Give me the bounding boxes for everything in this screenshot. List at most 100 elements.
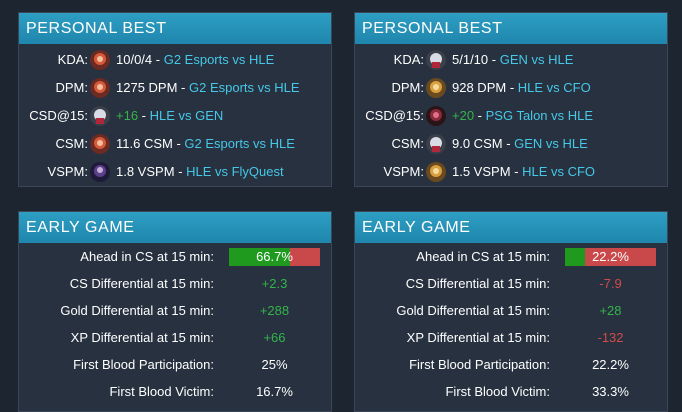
panel-title: EARLY GAME <box>355 212 667 243</box>
champion-red-icon <box>90 134 110 154</box>
pb-row-dpm: DPM: 1275 DPM - G2 Esports vs HLE <box>19 76 331 100</box>
eg-value: 33.3% <box>592 384 629 399</box>
pb-value: 5/1/10 <box>452 52 489 67</box>
eg-row-gold-diff: Gold Differential at 15 min: +288 <box>19 298 331 324</box>
pb-match-link[interactable]: PSG Talon vs HLE <box>485 108 594 123</box>
pb-value: 9.0 CSM <box>452 136 503 151</box>
eg-row-cs-diff: CS Differential at 15 min: -7.9 <box>355 271 667 297</box>
panel-title: EARLY GAME <box>19 212 331 243</box>
eg-label: CS Differential at 15 min: <box>405 276 550 291</box>
pb-label: CSM: <box>55 136 89 151</box>
pb-match-link[interactable]: HLE vs CFO <box>522 164 596 179</box>
pb-label: KDA: <box>393 52 424 67</box>
panel-title: PERSONAL BEST <box>19 13 331 44</box>
champion-white-icon <box>426 50 446 70</box>
eg-label: XP Differential at 15 min: <box>406 330 550 345</box>
pb-value: +20 <box>452 108 475 123</box>
pb-label: DPM: <box>391 80 425 95</box>
eg-label: First Blood Participation: <box>409 357 550 372</box>
pb-separator: - <box>488 52 500 67</box>
pb-row-vspm: VSPM: 1.5 VSPM - HLE vs CFO <box>355 160 667 184</box>
pb-value: 1275 DPM <box>116 80 178 95</box>
pb-match-link[interactable]: HLE vs GEN <box>149 108 224 123</box>
pb-separator: - <box>138 108 150 123</box>
pb-separator: - <box>510 164 523 179</box>
pb-value: 1.5 VSPM <box>452 164 511 179</box>
pb-label: VSPM: <box>47 164 88 179</box>
pb-value: 1.8 VSPM <box>116 164 175 179</box>
champion-red-icon <box>90 50 110 70</box>
eg-value: +66 <box>263 330 286 345</box>
eg-row-fb-victim: First Blood Victim: 33.3% <box>355 379 667 405</box>
pb-match-link[interactable]: HLE vs CFO <box>517 80 591 95</box>
pb-separator: - <box>152 52 164 67</box>
eg-row-ahead-cs: Ahead in CS at 15 min: 66.7% <box>19 244 331 270</box>
pb-match-link[interactable]: G2 Esports vs HLE <box>188 80 300 95</box>
eg-label: XP Differential at 15 min: <box>70 330 214 345</box>
pb-row-csm: CSM: 9.0 CSM - GEN vs HLE <box>355 132 667 156</box>
ahead-cs-value: 22.2% <box>592 249 629 264</box>
personal-best-panel-left: PERSONAL BEST KDA: 10/0/4 - G2 Esports v… <box>18 12 332 187</box>
pb-label: DPM: <box>55 80 89 95</box>
champion-dark-red-icon <box>426 106 446 126</box>
pb-row-csd15: CSD@15: +16 - HLE vs GEN <box>19 104 331 128</box>
eg-value: +2.3 <box>261 276 288 291</box>
ahead-cs-bar-fill <box>565 248 586 266</box>
champion-white-icon <box>90 106 110 126</box>
pb-match-link[interactable]: GEN vs HLE <box>499 52 574 67</box>
eg-label: Gold Differential at 15 min: <box>396 303 550 318</box>
eg-label: First Blood Participation: <box>73 357 214 372</box>
panel-title: PERSONAL BEST <box>355 13 667 44</box>
pb-separator: - <box>474 108 486 123</box>
pb-value: 928 DPM <box>452 80 507 95</box>
eg-value: -132 <box>597 330 624 345</box>
eg-row-fb-victim: First Blood Victim: 16.7% <box>19 379 331 405</box>
pb-label: CSM: <box>391 136 425 151</box>
champion-white-icon <box>426 134 446 154</box>
eg-row-fb-participation: First Blood Participation: 25% <box>19 352 331 378</box>
eg-label: Ahead in CS at 15 min: <box>80 249 214 264</box>
eg-value: +288 <box>259 303 290 318</box>
pb-row-kda: KDA: 5/1/10 - GEN vs HLE <box>355 48 667 72</box>
pb-separator: - <box>172 136 185 151</box>
ahead-cs-bar: 66.7% <box>229 248 320 266</box>
pb-row-kda: KDA: 10/0/4 - G2 Esports vs HLE <box>19 48 331 72</box>
pb-match-link[interactable]: G2 Esports vs HLE <box>163 52 275 67</box>
eg-value: 16.7% <box>256 384 293 399</box>
eg-row-ahead-cs: Ahead in CS at 15 min: 22.2% <box>355 244 667 270</box>
ahead-cs-value: 66.7% <box>256 249 293 264</box>
ahead-cs-bar-fill <box>229 248 290 266</box>
eg-label: Gold Differential at 15 min: <box>60 303 214 318</box>
eg-label: Ahead in CS at 15 min: <box>416 249 550 264</box>
eg-row-fb-participation: First Blood Participation: 22.2% <box>355 352 667 378</box>
pb-match-link[interactable]: HLE vs FlyQuest <box>186 164 284 179</box>
pb-label: KDA: <box>57 52 88 67</box>
pb-row-csm: CSM: 11.6 CSM - G2 Esports vs HLE <box>19 132 331 156</box>
champion-gold-icon <box>426 162 446 182</box>
pb-value: +16 <box>116 108 139 123</box>
pb-separator: - <box>502 136 515 151</box>
pb-row-vspm: VSPM: 1.8 VSPM - HLE vs FlyQuest <box>19 160 331 184</box>
pb-label: CSD@15: <box>29 108 88 123</box>
pb-separator: - <box>177 80 189 95</box>
eg-label: CS Differential at 15 min: <box>69 276 214 291</box>
pb-separator: - <box>506 80 518 95</box>
eg-row-xp-diff: XP Differential at 15 min: +66 <box>19 325 331 351</box>
eg-row-xp-diff: XP Differential at 15 min: -132 <box>355 325 667 351</box>
eg-row-gold-diff: Gold Differential at 15 min: +28 <box>355 298 667 324</box>
champion-purple-icon <box>90 162 110 182</box>
eg-value: -7.9 <box>599 276 622 291</box>
early-game-panel-left: EARLY GAME Ahead in CS at 15 min: 66.7% … <box>18 211 332 412</box>
pb-label: CSD@15: <box>365 108 424 123</box>
pb-row-dpm: DPM: 928 DPM - HLE vs CFO <box>355 76 667 100</box>
champion-gold-icon <box>426 78 446 98</box>
eg-value: 22.2% <box>592 357 629 372</box>
eg-value: 25% <box>261 357 288 372</box>
pb-value: 10/0/4 <box>116 52 153 67</box>
pb-separator: - <box>174 164 187 179</box>
eg-label: First Blood Victim: <box>445 384 550 399</box>
pb-value: 11.6 CSM <box>116 136 173 151</box>
pb-match-link[interactable]: GEN vs HLE <box>514 136 588 151</box>
eg-label: First Blood Victim: <box>109 384 214 399</box>
pb-match-link[interactable]: G2 Esports vs HLE <box>184 136 295 151</box>
